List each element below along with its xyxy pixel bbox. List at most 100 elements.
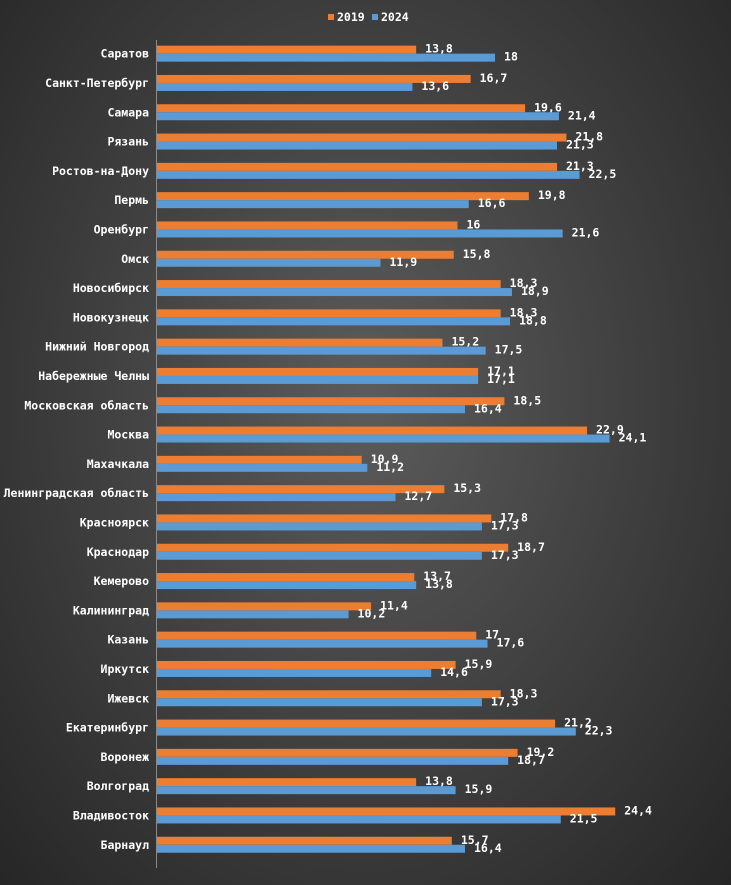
category-label: Махачкала bbox=[87, 457, 149, 471]
bar-2024 bbox=[157, 375, 479, 384]
data-label-2024: 11,2 bbox=[376, 460, 404, 474]
category-label: Самара bbox=[107, 105, 149, 119]
data-label-2019: 18,3 bbox=[510, 305, 538, 319]
data-label-2019: 19,6 bbox=[534, 100, 562, 114]
data-label-2019: 24,4 bbox=[624, 803, 652, 817]
bar-2024 bbox=[157, 170, 580, 179]
bar-2024 bbox=[157, 668, 432, 677]
bar-2024 bbox=[157, 288, 512, 297]
category-label: Москва bbox=[107, 428, 149, 442]
category-label: Новосибирск bbox=[73, 281, 149, 295]
data-label-2024: 10,2 bbox=[358, 606, 386, 620]
legend-label-2024: 2024 bbox=[381, 10, 409, 24]
category-label: Воронеж bbox=[101, 750, 150, 764]
data-label-2024: 14,6 bbox=[440, 665, 468, 679]
bar-2019 bbox=[157, 631, 477, 640]
bar-2024 bbox=[157, 463, 368, 472]
data-label-2019: 15,9 bbox=[465, 657, 493, 671]
data-label-2019: 18,5 bbox=[513, 393, 541, 407]
data-label-2024: 12,7 bbox=[405, 489, 433, 503]
data-label-2024: 17,5 bbox=[495, 343, 523, 357]
data-label-2024: 22,3 bbox=[585, 724, 613, 738]
legend-label-2019: 2019 bbox=[337, 10, 365, 24]
bar-2019 bbox=[157, 250, 454, 259]
bar-2024 bbox=[157, 522, 482, 531]
bar-2024 bbox=[157, 639, 488, 648]
bar-2024 bbox=[157, 82, 413, 91]
data-label-2019: 17 bbox=[485, 628, 499, 642]
bar-2024 bbox=[157, 141, 558, 150]
bar-2019 bbox=[157, 397, 505, 406]
bar-2024 bbox=[157, 200, 469, 209]
bar-2019 bbox=[157, 280, 501, 289]
bar-2024 bbox=[157, 317, 511, 326]
bar-2019 bbox=[157, 719, 556, 728]
data-label-2024: 15,9 bbox=[465, 782, 493, 796]
data-label-2019: 18,3 bbox=[510, 276, 538, 290]
data-label-2024: 21,4 bbox=[568, 108, 596, 122]
bar-2019 bbox=[157, 602, 372, 611]
category-label: Ленинградская область bbox=[4, 486, 149, 500]
category-label: Волгоград bbox=[87, 779, 149, 793]
category-label: Екатеринбург bbox=[66, 721, 149, 735]
data-label-2019: 13,8 bbox=[425, 774, 453, 788]
data-label-2024: 17,3 bbox=[491, 518, 519, 532]
data-label-2024: 17,3 bbox=[491, 694, 519, 708]
data-label-2024: 21,6 bbox=[572, 225, 600, 239]
bar-2019 bbox=[157, 660, 456, 669]
data-label-2019: 15,7 bbox=[461, 833, 489, 847]
bar-2019 bbox=[157, 309, 501, 318]
legend-swatch-2019 bbox=[328, 14, 334, 20]
category-label: Иркутск bbox=[101, 662, 150, 676]
category-label: Барнаул bbox=[101, 838, 150, 852]
bar-2019 bbox=[157, 426, 588, 435]
bar-2019 bbox=[157, 162, 558, 171]
bar-2019 bbox=[157, 367, 479, 376]
category-label: Набережные Челны bbox=[38, 369, 149, 383]
data-label-2024: 18,7 bbox=[517, 753, 545, 767]
bar-2024 bbox=[157, 551, 482, 560]
bar-2024 bbox=[157, 698, 482, 707]
data-label-2024: 16,4 bbox=[474, 401, 502, 415]
category-label: Омск bbox=[121, 252, 149, 266]
data-label-2024: 21,3 bbox=[566, 138, 594, 152]
bar-2024 bbox=[157, 53, 496, 62]
category-label: Рязань bbox=[107, 135, 149, 149]
bar-2024 bbox=[157, 258, 381, 267]
bar-2019 bbox=[157, 690, 501, 699]
plot-area: Саратов 13,8 18 Санкт-Петербург 16,7 13,6 Сама… bbox=[4, 42, 652, 855]
bar-2024 bbox=[157, 786, 456, 795]
bar-2019 bbox=[157, 74, 471, 83]
data-label-2019: 15,8 bbox=[463, 247, 491, 261]
bar-2019 bbox=[157, 778, 417, 787]
bar-2019 bbox=[157, 807, 616, 816]
bar-2019 bbox=[157, 104, 526, 113]
data-label-2024: 11,9 bbox=[389, 255, 417, 269]
data-label-2019: 11,4 bbox=[380, 598, 408, 612]
data-label-2024: 22,5 bbox=[589, 167, 617, 181]
data-label-2019: 13,7 bbox=[423, 569, 451, 583]
category-label: Кемерово bbox=[94, 574, 149, 588]
bar-2024 bbox=[157, 844, 465, 853]
data-label-2024: 17,3 bbox=[491, 548, 519, 562]
bar-2019 bbox=[157, 573, 415, 582]
data-label-2019: 21,8 bbox=[575, 130, 603, 144]
legend: 2019 2024 bbox=[328, 10, 409, 24]
data-label-2024: 17,1 bbox=[487, 372, 515, 386]
bar-2024 bbox=[157, 581, 417, 590]
bar-2024 bbox=[157, 493, 396, 502]
bar-2024 bbox=[157, 610, 349, 619]
bar-2019 bbox=[157, 514, 492, 523]
data-label-2024: 17,6 bbox=[497, 636, 525, 650]
category-label: Саратов bbox=[101, 47, 150, 61]
data-label-2019: 22,9 bbox=[596, 423, 624, 437]
data-label-2024: 16,4 bbox=[474, 841, 502, 855]
data-label-2019: 19,8 bbox=[538, 188, 566, 202]
data-label-2024: 13,8 bbox=[425, 577, 453, 591]
bar-2024 bbox=[157, 405, 465, 414]
category-label: Новокузнецк bbox=[73, 310, 149, 324]
data-label-2019: 21,2 bbox=[564, 716, 592, 730]
bar-2024 bbox=[157, 229, 563, 238]
category-label: Ростов-на-Дону bbox=[52, 164, 149, 178]
